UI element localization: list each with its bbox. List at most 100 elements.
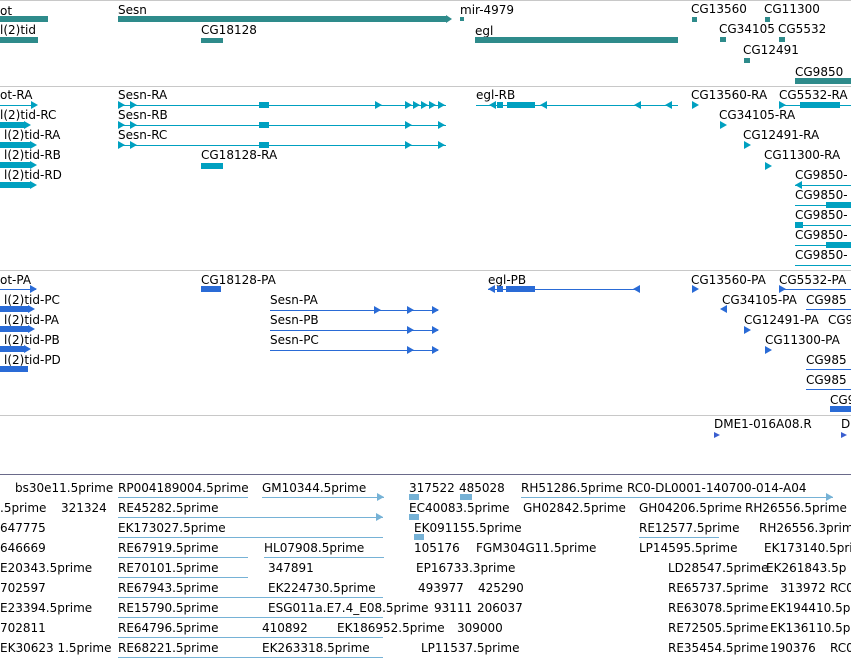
est-label[interactable]: 317522 — [409, 481, 455, 495]
protein-line[interactable] — [270, 330, 438, 331]
est-label[interactable]: ESG011a.E7.4_E08.5prime — [268, 601, 429, 615]
est-label[interactable]: EK194410.5p — [770, 601, 851, 615]
transcript-label[interactable]: l(2)tid-RC — [0, 108, 57, 122]
est-label[interactable]: RE45282.5prime — [118, 501, 219, 515]
est-label[interactable]: RC0-DL0001-140700-014-A04 — [627, 481, 807, 495]
gene-feature-egl[interactable] — [475, 37, 678, 43]
est-label[interactable]: RE15790.5prime — [118, 601, 219, 615]
protein-label[interactable]: Sesn-PC — [270, 333, 319, 347]
gene-label[interactable]: egl — [475, 24, 494, 38]
est-label[interactable]: HL07908.5prime — [264, 541, 365, 555]
gene-feature[interactable] — [765, 17, 770, 22]
protein-label[interactable]: CG11300-PA — [765, 333, 840, 347]
protein-label[interactable]: Sesn-PA — [270, 293, 318, 307]
transcript-label[interactable]: CG9850- — [795, 168, 848, 182]
transcript-label[interactable]: CG11300-RA — [764, 148, 841, 162]
transcript-line[interactable] — [0, 105, 36, 106]
est-label[interactable]: 410892 — [262, 621, 308, 635]
gene-label[interactable]: ot — [0, 4, 13, 18]
est-label[interactable]: 347891 — [268, 561, 314, 575]
protein-line[interactable] — [779, 289, 851, 290]
est-label[interactable]: EK186952.5prime — [337, 621, 445, 635]
gene-feature-mir[interactable] — [460, 17, 464, 21]
est-label[interactable]: LP14595.5prime — [639, 541, 738, 555]
transcript-label[interactable]: egl-RB — [476, 88, 516, 102]
transcript-label[interactable]: ot-RA — [0, 88, 33, 102]
transcript-label[interactable]: l(2)tid-RA — [4, 128, 61, 142]
transcript-label[interactable]: Sesn-RB — [118, 108, 168, 122]
transcript-label[interactable]: l(2)tid-RD — [4, 168, 62, 182]
gene-label[interactable]: CG11300 — [764, 2, 820, 16]
protein-label[interactable]: CG13560-PA — [691, 273, 766, 287]
transcript-line[interactable] — [795, 265, 851, 266]
protein-line[interactable] — [806, 309, 851, 310]
transcript-label[interactable]: Sesn-RC — [118, 128, 168, 142]
est-line[interactable] — [264, 557, 384, 558]
est-label[interactable]: EK263318.5prime — [262, 641, 370, 655]
transcript-label[interactable]: CG5532-RA — [779, 88, 848, 102]
transcript-label[interactable]: CG9850- — [795, 208, 848, 222]
gene-feature[interactable] — [779, 37, 785, 42]
est-line[interactable] — [627, 497, 833, 498]
protein-label[interactable]: CG5532-PA — [779, 273, 847, 287]
gene-feature-ot[interactable] — [0, 16, 48, 22]
est-label[interactable]: 190376 — [770, 641, 816, 655]
protein-label[interactable]: l(2)tid-PD — [4, 353, 61, 367]
est-label[interactable]: EK173140.5prime — [764, 541, 851, 555]
gene-feature-cg18128[interactable] — [201, 38, 223, 43]
transcript-line[interactable] — [118, 145, 446, 146]
est-label[interactable]: 321324 — [61, 501, 107, 515]
est-line[interactable] — [118, 537, 383, 538]
est-label[interactable]: LD28547.5prime — [668, 561, 769, 575]
protein-label[interactable]: CG985 — [806, 293, 847, 307]
est-label[interactable]: RE35454.5prime — [668, 641, 769, 655]
gene-label[interactable]: CG34105 — [719, 22, 775, 36]
est-label[interactable]: 646669 — [0, 541, 46, 555]
protein-label[interactable]: l(2)tid-PC — [4, 293, 60, 307]
protein-line[interactable] — [0, 289, 36, 290]
est-label[interactable]: RE12577.5prime — [639, 521, 740, 535]
est-line[interactable] — [118, 617, 383, 618]
transcript-label[interactable]: CG9850- — [795, 228, 848, 242]
est-label[interactable]: RH26556.3prime — [759, 521, 851, 535]
est-label[interactable]: LP11537.5prime — [421, 641, 520, 655]
est-label[interactable]: RH51286.5prime — [521, 481, 623, 495]
protein-label[interactable]: l(2)tid-PB — [4, 333, 60, 347]
est-label[interactable]: RC0 — [830, 581, 851, 595]
est-line[interactable] — [118, 577, 248, 578]
est-label[interactable]: RE63078.5prime — [668, 601, 769, 615]
transcript-label[interactable]: CG9850- — [795, 188, 848, 202]
est-line[interactable] — [262, 497, 384, 498]
protein-label[interactable]: CG985 — [806, 373, 847, 387]
est-label[interactable]: E20343.5prime — [0, 561, 93, 575]
transcript-line[interactable] — [795, 185, 851, 186]
gene-feature-sesn[interactable] — [118, 16, 446, 22]
est-line[interactable] — [521, 497, 631, 498]
est-label[interactable]: 485028 — [459, 481, 505, 495]
gene-feature-l2tid[interactable] — [0, 37, 38, 43]
gene-label[interactable]: l(2)tid — [0, 23, 36, 37]
est-label[interactable]: EK30623 1.5prime — [0, 641, 112, 655]
est-label[interactable]: EK261843.5p — [766, 561, 847, 575]
transcript-label[interactable]: CG18128-RA — [201, 148, 278, 162]
est-label[interactable]: RE65737.5prime — [668, 581, 769, 595]
est-label[interactable]: EC40083.5prime — [409, 501, 510, 515]
gene-feature[interactable] — [692, 17, 697, 22]
clone-label[interactable]: D — [841, 417, 851, 431]
gene-label[interactable]: Sesn — [118, 3, 147, 17]
est-line[interactable] — [118, 517, 383, 518]
est-line[interactable] — [118, 597, 383, 598]
est-line[interactable] — [118, 497, 248, 498]
est-label[interactable]: GH04206.5prime — [639, 501, 742, 515]
est-label[interactable]: GM10344.5prime — [262, 481, 367, 495]
est-label[interactable]: 647775 — [0, 521, 46, 535]
est-label[interactable]: 105176 — [414, 541, 460, 555]
est-label[interactable]: E23394.5prime — [0, 601, 93, 615]
transcript-label[interactable]: CG9850- — [795, 248, 848, 262]
protein-label[interactable]: ot-PA — [0, 273, 32, 287]
est-label[interactable]: .5prime — [0, 501, 47, 515]
est-label[interactable]: EP16733.3prime — [416, 561, 516, 575]
transcript-label[interactable]: Sesn-RA — [118, 88, 168, 102]
protein-label[interactable]: CG34105-PA — [722, 293, 797, 307]
